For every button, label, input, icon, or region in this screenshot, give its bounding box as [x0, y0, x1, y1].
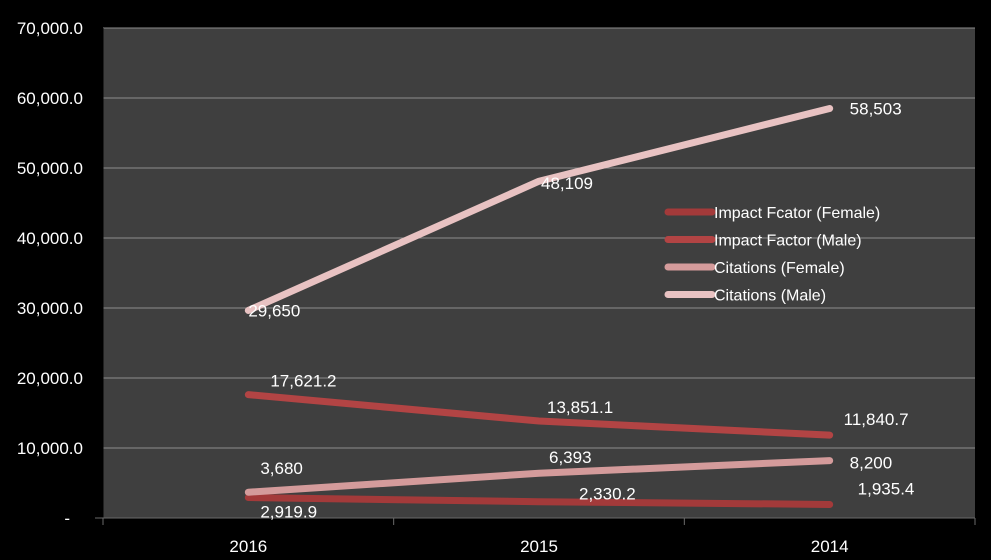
data-label: 58,503 [850, 99, 902, 118]
y-tick-label: 40,000.0 [17, 229, 83, 248]
data-label: 6,393 [549, 448, 592, 467]
series-lines [244, 104, 834, 508]
legend: Impact Fcator (Female) Impact Factor (Mal… [664, 205, 880, 305]
y-tick-label: 30,000.0 [17, 299, 83, 318]
legend-item-label: Impact Fcator (Female) [714, 205, 880, 222]
data-label: 13,851.1 [547, 398, 613, 417]
x-tick-label: 2016 [229, 537, 267, 556]
y-tick-label: 10,000.0 [17, 439, 83, 458]
legend-item-label: Citations (Male) [714, 288, 826, 305]
series-line [244, 494, 834, 508]
series-line [244, 457, 834, 496]
data-labels: 2,919.9 2,330.2 1,935.4 17,621.2 13,851.1 11,… [248, 99, 914, 521]
y-tick-label: 70,000.0 [17, 19, 83, 38]
y-tick-label: 50,000.0 [17, 159, 83, 178]
x-tick-label: 2015 [520, 537, 558, 556]
data-label: 2,919.9 [260, 503, 317, 522]
y-tick-label: - [64, 509, 70, 528]
data-label: 1,935.4 [858, 479, 915, 498]
data-label: 17,621.2 [270, 372, 336, 391]
data-label: 48,109 [541, 174, 593, 193]
y-tick-label: 20,000.0 [17, 369, 83, 388]
series-line [244, 391, 834, 439]
data-label: 29,650 [248, 301, 300, 320]
legend-item-label: Citations (Female) [714, 260, 845, 277]
data-label: 3,680 [260, 459, 303, 478]
legend-item-label: Impact Factor (Male) [714, 233, 862, 250]
x-tick-label: 2014 [811, 537, 849, 556]
axes [95, 28, 975, 519]
data-label: 8,200 [850, 454, 893, 473]
series-line [244, 104, 834, 314]
y-axis-ticks: - 10,000.0 20,000.0 30,000.0 40,000.0 50,000.… [17, 19, 83, 528]
x-axis-ticks: 2016 2015 2014 [102, 518, 976, 556]
data-label: 11,840.7 [844, 410, 909, 429]
data-label: 2,330.2 [579, 485, 636, 504]
y-tick-label: 60,000.0 [17, 89, 83, 108]
